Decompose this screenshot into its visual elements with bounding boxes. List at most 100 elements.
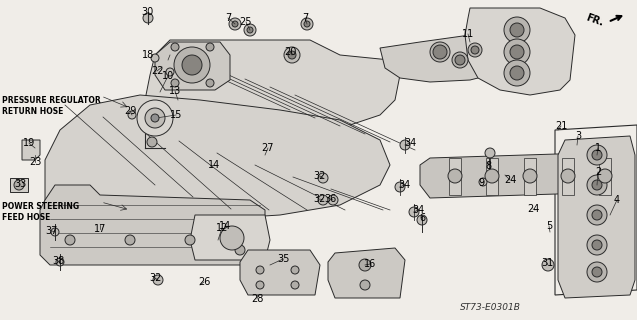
Polygon shape (524, 158, 536, 195)
Text: 24: 24 (527, 204, 539, 214)
Text: 37: 37 (46, 226, 58, 236)
Circle shape (284, 47, 300, 63)
Text: 14: 14 (208, 160, 220, 170)
Circle shape (291, 266, 299, 274)
Text: 12: 12 (216, 223, 228, 233)
Circle shape (359, 259, 371, 271)
Text: 5: 5 (546, 221, 552, 231)
Polygon shape (380, 35, 495, 82)
Circle shape (592, 210, 602, 220)
Circle shape (65, 235, 75, 245)
Text: 13: 13 (169, 86, 181, 96)
Circle shape (328, 195, 338, 205)
Text: 25: 25 (240, 17, 252, 27)
Text: 35: 35 (277, 254, 289, 264)
Text: 22: 22 (151, 66, 163, 76)
Polygon shape (45, 95, 390, 230)
Circle shape (510, 66, 524, 80)
Circle shape (523, 169, 537, 183)
Polygon shape (138, 40, 400, 160)
Circle shape (145, 108, 165, 128)
Circle shape (244, 24, 256, 36)
Circle shape (587, 175, 607, 195)
Circle shape (171, 43, 179, 51)
Text: 34: 34 (412, 205, 424, 215)
Circle shape (510, 23, 524, 37)
Circle shape (232, 21, 238, 27)
Polygon shape (558, 136, 635, 298)
Text: 32: 32 (314, 194, 326, 204)
Circle shape (452, 52, 468, 68)
Text: 19: 19 (23, 138, 35, 148)
Circle shape (592, 267, 602, 277)
Text: 36: 36 (324, 194, 336, 204)
Text: 15: 15 (170, 110, 182, 120)
Polygon shape (599, 158, 611, 195)
Circle shape (417, 215, 427, 225)
Circle shape (151, 114, 159, 122)
Circle shape (318, 195, 328, 205)
Circle shape (592, 240, 602, 250)
Text: 14: 14 (219, 221, 231, 231)
Circle shape (291, 281, 299, 289)
Circle shape (220, 226, 244, 250)
Circle shape (147, 137, 157, 147)
Text: 27: 27 (262, 143, 275, 153)
Circle shape (592, 150, 602, 160)
Circle shape (504, 39, 530, 65)
Circle shape (56, 258, 64, 266)
Circle shape (318, 173, 328, 183)
Text: 7: 7 (302, 13, 308, 23)
Circle shape (128, 111, 136, 119)
Text: 34: 34 (398, 180, 410, 190)
Text: 4: 4 (614, 195, 620, 205)
Circle shape (485, 169, 499, 183)
Circle shape (143, 13, 153, 23)
Text: 10: 10 (162, 71, 174, 81)
Polygon shape (562, 158, 574, 195)
Circle shape (485, 148, 495, 158)
Circle shape (587, 205, 607, 225)
Circle shape (504, 17, 530, 43)
Circle shape (598, 169, 612, 183)
Circle shape (471, 46, 479, 54)
Text: 34: 34 (404, 138, 416, 148)
Text: PRESSURE REGULATOR
RETURN HOSE: PRESSURE REGULATOR RETURN HOSE (2, 96, 101, 116)
Polygon shape (22, 140, 40, 160)
Circle shape (229, 18, 241, 30)
Polygon shape (449, 158, 461, 195)
Circle shape (433, 45, 447, 59)
Polygon shape (328, 248, 405, 298)
Text: 16: 16 (364, 259, 376, 269)
Circle shape (166, 68, 174, 76)
Text: 33: 33 (14, 179, 26, 189)
Circle shape (182, 55, 202, 75)
Circle shape (235, 245, 245, 255)
Text: 11: 11 (462, 29, 474, 39)
Circle shape (153, 275, 163, 285)
Text: 2: 2 (595, 167, 601, 177)
Text: 23: 23 (29, 157, 41, 167)
Text: 8: 8 (485, 161, 491, 171)
Text: 32: 32 (314, 171, 326, 181)
Circle shape (14, 180, 24, 190)
Text: 32: 32 (149, 273, 161, 283)
Circle shape (561, 169, 575, 183)
Text: 18: 18 (142, 50, 154, 60)
Circle shape (587, 262, 607, 282)
Polygon shape (155, 42, 230, 90)
Text: 30: 30 (141, 7, 153, 17)
Polygon shape (420, 152, 630, 198)
Circle shape (247, 27, 253, 33)
Circle shape (430, 42, 450, 62)
Text: 17: 17 (94, 224, 106, 234)
Text: 24: 24 (504, 175, 516, 185)
Text: ST73-E0301B: ST73-E0301B (460, 303, 521, 313)
Text: 3: 3 (575, 131, 581, 141)
Circle shape (587, 235, 607, 255)
Circle shape (206, 79, 214, 87)
Polygon shape (465, 8, 575, 95)
Circle shape (304, 21, 310, 27)
Circle shape (479, 178, 487, 186)
Circle shape (288, 51, 296, 59)
